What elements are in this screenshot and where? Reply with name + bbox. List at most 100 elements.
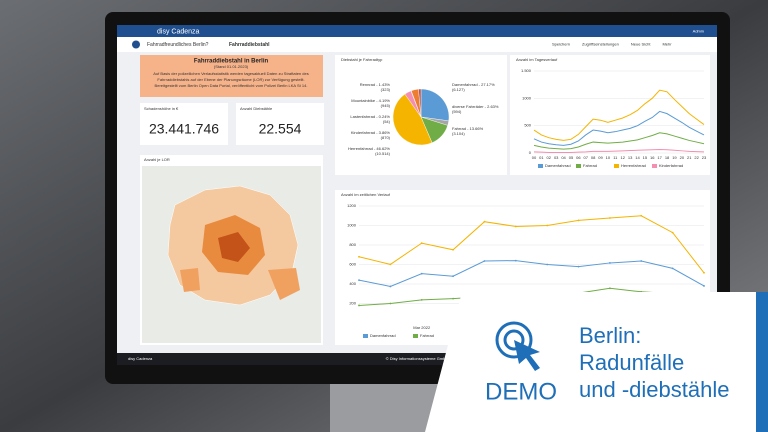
x-tick-label: 08 xyxy=(591,155,596,160)
click-icon xyxy=(495,321,540,371)
banner-title: Fahrraddiebstahl in Berlin xyxy=(194,59,269,65)
data-point xyxy=(546,263,549,266)
y-tick-label: 1000 xyxy=(522,95,532,100)
pie-slice xyxy=(418,88,422,118)
pie-label: Damenfahrrad - 27.17% xyxy=(452,82,495,87)
y-tick-label: 400 xyxy=(349,281,356,286)
data-point xyxy=(452,297,454,300)
x-tick-label: 16 xyxy=(650,155,655,160)
data-point xyxy=(389,302,392,305)
pie-count: (6.127) xyxy=(452,87,465,92)
series-line xyxy=(533,148,705,153)
pie-count: (3.104) xyxy=(452,131,465,136)
breadcrumb[interactable]: Fahrradfreundliches Berlin? xyxy=(147,42,209,48)
toolbar-action[interactable]: Zugriffseinstellungen xyxy=(582,42,619,47)
x-tick-label: 02 xyxy=(547,155,552,160)
x-tick-label: 00 xyxy=(532,155,537,160)
y-tick-label: 600 xyxy=(349,262,356,267)
x-tick-label: 13 xyxy=(628,155,633,160)
x-tick-label: 22 xyxy=(694,155,699,160)
user[interactable]: Admin xyxy=(693,29,704,34)
x-tick-label: 07 xyxy=(584,155,589,160)
overlay-title: Berlin: xyxy=(579,323,641,348)
toolbar-action[interactable]: Neue Sicht xyxy=(631,42,651,47)
data-point xyxy=(514,225,517,228)
pie-slice xyxy=(420,88,450,122)
map-regions xyxy=(167,185,300,306)
data-point xyxy=(420,272,423,275)
x-tick-label: 18 xyxy=(665,155,670,160)
icon-ring xyxy=(503,329,525,351)
pie-count: (10.514) xyxy=(375,151,391,156)
view-name[interactable]: Fahrraddiebstahl xyxy=(229,42,270,48)
data-point xyxy=(671,267,674,270)
banner-text: Auf Basis der polizeilichen Verlaufsstat… xyxy=(153,71,308,76)
legend-label: Fahrrad xyxy=(583,163,597,168)
data-point xyxy=(389,285,392,288)
x-tick-label: 15 xyxy=(643,155,648,160)
series-line xyxy=(358,215,705,274)
overlay-title: und -diebstähle xyxy=(579,377,729,402)
x-tick-label: 09 xyxy=(598,155,603,160)
pie-count: (323) xyxy=(381,87,391,92)
data-point xyxy=(358,304,360,307)
x-tick-label: 03 xyxy=(554,155,559,160)
data-point xyxy=(640,214,643,217)
toolbar xyxy=(117,37,717,52)
data-point xyxy=(546,224,549,227)
toolbar-action[interactable]: Speichern xyxy=(552,42,570,47)
pie-label: Mountainbike - 4.19% xyxy=(351,98,390,103)
series-line xyxy=(533,89,705,141)
pie-count: (594) xyxy=(452,109,462,114)
top-bar xyxy=(117,25,717,37)
x-tick-label: 05 xyxy=(569,155,574,160)
pie-label: Kinderfahrrad - 3.86% xyxy=(351,130,391,135)
legend-swatch xyxy=(363,334,368,338)
series-line xyxy=(533,132,705,150)
chart-title: Diebstahl je Fahrradtyp xyxy=(341,57,383,62)
pie-count: (870) xyxy=(381,135,391,140)
banner-stand: (Stand 01.01.2023) xyxy=(214,64,249,69)
app-name: disy Cadenza xyxy=(157,28,200,35)
y-tick-label: 500 xyxy=(524,123,531,128)
kpi-label: Anzahl Diebstähle xyxy=(240,106,273,111)
footer-left: disy Cadenza xyxy=(128,356,153,361)
demo-badge: DEMO xyxy=(485,378,557,405)
banner-text: Bereitgestellt vom Berlin Open Data Port… xyxy=(155,83,308,88)
legend-swatch xyxy=(576,164,581,168)
x-tick-label: 20 xyxy=(680,155,685,160)
x-tick-label: 14 xyxy=(635,155,640,160)
data-point xyxy=(420,298,423,301)
y-tick-label: 1.500 xyxy=(521,68,532,73)
x-tick-label: 06 xyxy=(576,155,581,160)
logo xyxy=(132,40,140,49)
icon-ring xyxy=(495,321,533,359)
x-tick-label: 12 xyxy=(620,155,625,160)
overlay-stripe xyxy=(756,292,768,432)
pie-label: Lastenfahrrad - 0.24% xyxy=(350,114,390,119)
legend-swatch xyxy=(652,164,657,168)
y-tick-label: 800 xyxy=(349,242,356,247)
x-tick-label: 17 xyxy=(657,155,662,160)
overlay-title: Radunfälle xyxy=(579,350,684,375)
toolbar-action[interactable]: Mehr xyxy=(662,42,672,47)
daily-panel xyxy=(510,55,710,175)
kpi-label: Schadenshöhe in € xyxy=(144,106,179,111)
kpi-card xyxy=(236,103,324,145)
map-region xyxy=(268,268,300,300)
chart-title: Anzahl im zeitlichen Verlauf xyxy=(341,192,391,197)
pie-label: diverse Fahrräder - 2.63% xyxy=(452,104,499,109)
legend-label: Fahrrad xyxy=(420,333,434,338)
banner xyxy=(140,55,323,97)
y-tick-label: 1200 xyxy=(347,203,357,208)
data-point xyxy=(671,231,674,234)
pie-label: Herrenfahrrad - 46.62% xyxy=(348,146,390,151)
kpi-card xyxy=(140,103,228,145)
data-point xyxy=(452,248,454,251)
pie-count: (945) xyxy=(381,103,391,108)
data-point xyxy=(577,265,580,268)
legend-label: Kinderfahrrad xyxy=(659,163,683,168)
map-title: Anzahl je LOR xyxy=(144,157,170,162)
data-point xyxy=(420,242,423,245)
map-region xyxy=(180,268,200,292)
